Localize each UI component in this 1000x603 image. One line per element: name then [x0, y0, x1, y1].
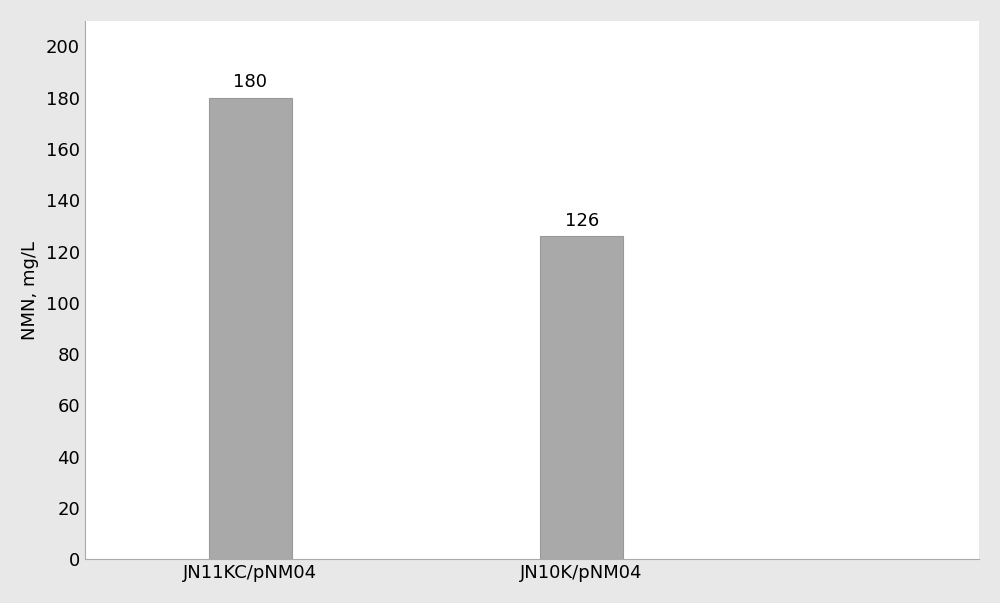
- Text: 126: 126: [565, 212, 599, 230]
- Text: 180: 180: [233, 74, 267, 91]
- Bar: [209, 98, 292, 560]
- Y-axis label: NMN, mg/L: NMN, mg/L: [21, 241, 39, 339]
- Bar: [540, 236, 623, 560]
